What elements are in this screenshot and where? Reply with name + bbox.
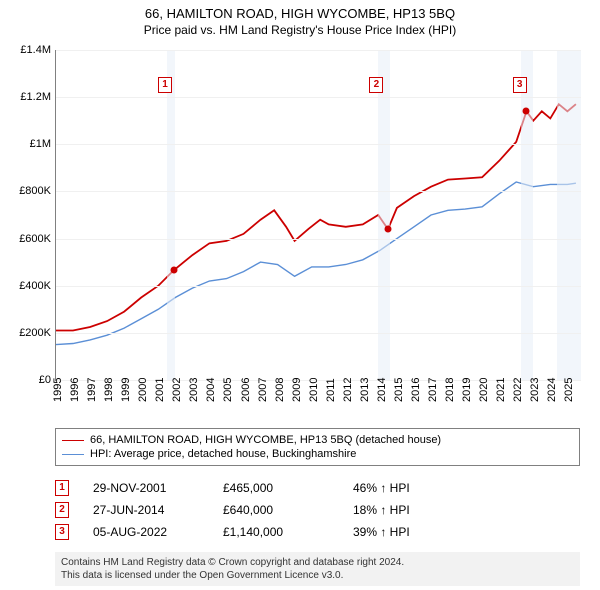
x-axis-label: 2019 — [461, 378, 473, 402]
shaded-band — [521, 50, 533, 380]
y-axis-label: £1.4M — [1, 44, 51, 56]
gridline — [56, 239, 581, 240]
y-axis-label: £1M — [1, 138, 51, 150]
x-axis-label: 2001 — [154, 378, 166, 402]
x-axis-label: 1998 — [103, 378, 115, 402]
sale-index: 2 — [55, 502, 69, 518]
y-axis-label: £0 — [1, 374, 51, 386]
x-axis-label: 2014 — [376, 378, 388, 402]
gridline — [56, 191, 581, 192]
sale-index: 1 — [55, 480, 69, 496]
x-axis-label: 2016 — [410, 378, 422, 402]
x-axis-label: 1999 — [120, 378, 132, 402]
sale-marker-1: 1 — [158, 77, 172, 93]
y-axis-label: £1.2M — [1, 91, 51, 103]
x-axis-label: 2004 — [205, 378, 217, 402]
sale-price: £640,000 — [223, 503, 353, 517]
footer-line-1: Contains HM Land Registry data © Crown c… — [61, 556, 574, 569]
footer-line-2: This data is licensed under the Open Gov… — [61, 569, 574, 582]
x-axis-label: 2015 — [393, 378, 405, 402]
sale-pct-vs-hpi: 46% ↑ HPI — [353, 481, 580, 495]
gridline — [56, 144, 581, 145]
x-axis-label: 2000 — [137, 378, 149, 402]
sale-row: 3 05-AUG-2022£1,140,00039% ↑ HPI — [55, 521, 580, 543]
x-axis-label: 2010 — [308, 378, 320, 402]
x-axis-label: 2013 — [359, 378, 371, 402]
x-axis-label: 2022 — [512, 378, 524, 402]
gridline — [56, 286, 581, 287]
y-axis-label: £200K — [1, 327, 51, 339]
x-axis-label: 2009 — [291, 378, 303, 402]
sale-marker-3: 3 — [513, 77, 527, 93]
legend: 66, HAMILTON ROAD, HIGH WYCOMBE, HP13 5B… — [55, 428, 580, 466]
shaded-band — [167, 50, 176, 380]
legend-row: HPI: Average price, detached house, Buck… — [62, 447, 573, 461]
sale-date: 27-JUN-2014 — [93, 503, 223, 517]
gridline — [56, 50, 581, 51]
x-axis-label: 2007 — [257, 378, 269, 402]
sale-marker-2: 2 — [369, 77, 383, 93]
y-axis-label: £600K — [1, 233, 51, 245]
sales-table: 1 29-NOV-2001£465,00046% ↑ HPI 2 27-JUN-201… — [55, 477, 580, 543]
y-axis-label: £400K — [1, 280, 51, 292]
plot-area: £0£200K£400K£600K£800K£1M£1.2M£1.4M19951… — [55, 50, 581, 381]
sale-row: 1 29-NOV-2001£465,00046% ↑ HPI — [55, 477, 580, 499]
x-axis-label: 2008 — [274, 378, 286, 402]
series-hpi — [56, 182, 576, 345]
x-axis-label: 2005 — [222, 378, 234, 402]
sale-index: 3 — [55, 524, 69, 540]
gridline — [56, 97, 581, 98]
shaded-band — [378, 50, 390, 380]
sale-price: £465,000 — [223, 481, 353, 495]
x-axis-label: 2020 — [478, 378, 490, 402]
chart-container: 66, HAMILTON ROAD, HIGH WYCOMBE, HP13 5B… — [0, 0, 600, 590]
x-axis-label: 2021 — [495, 378, 507, 402]
sale-pct-vs-hpi: 18% ↑ HPI — [353, 503, 580, 517]
y-axis-label: £800K — [1, 185, 51, 197]
x-axis-label: 2025 — [563, 378, 575, 402]
x-axis-label: 2018 — [444, 378, 456, 402]
x-axis-label: 2003 — [188, 378, 200, 402]
chart-title: 66, HAMILTON ROAD, HIGH WYCOMBE, HP13 5B… — [0, 0, 600, 21]
x-axis-label: 2023 — [529, 378, 541, 402]
x-axis-label: 2011 — [325, 378, 337, 402]
sale-row: 2 27-JUN-2014£640,00018% ↑ HPI — [55, 499, 580, 521]
legend-swatch — [62, 454, 84, 455]
x-axis-label: 1997 — [86, 378, 98, 402]
x-axis-label: 2012 — [342, 378, 354, 402]
sale-pct-vs-hpi: 39% ↑ HPI — [353, 525, 580, 539]
footer-attribution: Contains HM Land Registry data © Crown c… — [55, 552, 580, 586]
legend-label: 66, HAMILTON ROAD, HIGH WYCOMBE, HP13 5B… — [90, 434, 441, 446]
x-axis-label: 2006 — [240, 378, 252, 402]
sale-dot-1 — [170, 267, 177, 274]
sale-date: 29-NOV-2001 — [93, 481, 223, 495]
x-axis-label: 1996 — [69, 378, 81, 402]
sale-price: £1,140,000 — [223, 525, 353, 539]
x-axis-label: 1995 — [52, 378, 64, 402]
x-axis-label: 2002 — [171, 378, 183, 402]
x-axis-label: 2017 — [427, 378, 439, 402]
sale-dot-3 — [523, 108, 530, 115]
sale-date: 05-AUG-2022 — [93, 525, 223, 539]
legend-swatch — [62, 440, 84, 441]
series-property — [56, 104, 576, 330]
chart-subtitle: Price paid vs. HM Land Registry's House … — [0, 21, 600, 37]
shaded-band — [557, 50, 581, 380]
sale-dot-2 — [385, 226, 392, 233]
x-axis-label: 2024 — [546, 378, 558, 402]
line-series-svg — [56, 50, 581, 380]
legend-row: 66, HAMILTON ROAD, HIGH WYCOMBE, HP13 5B… — [62, 433, 573, 447]
gridline — [56, 333, 581, 334]
legend-label: HPI: Average price, detached house, Buck… — [90, 448, 356, 460]
